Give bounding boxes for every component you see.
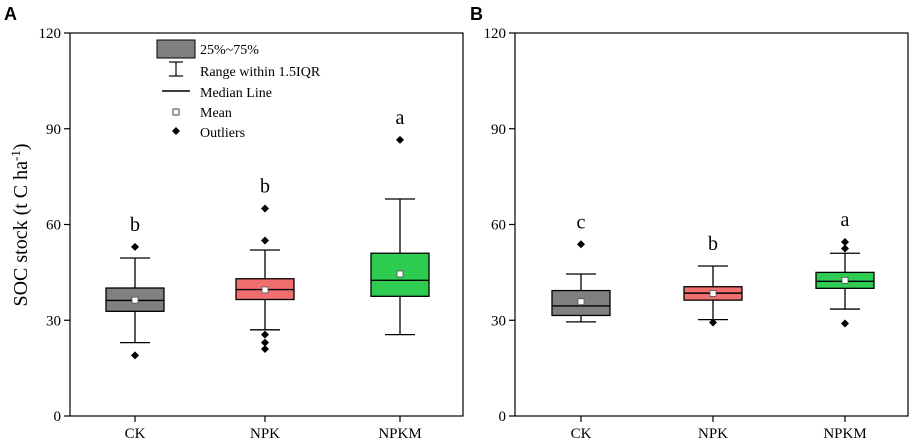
outlier-point bbox=[577, 240, 585, 249]
outlier-point bbox=[261, 338, 269, 347]
mean-marker bbox=[261, 286, 269, 294]
x-tick-label-npkm: NPKM bbox=[823, 426, 866, 441]
outlier-point bbox=[841, 244, 849, 253]
iqr-box bbox=[551, 289, 611, 317]
legend-entry-outliers: Outliers bbox=[200, 126, 245, 141]
x-tick-label-npk: NPK bbox=[250, 426, 280, 441]
outlier-point bbox=[841, 238, 849, 247]
outlier-point bbox=[261, 236, 269, 245]
legend-range-swatch bbox=[169, 61, 183, 77]
significance-letter: c bbox=[577, 211, 586, 233]
significance-letter: b bbox=[130, 214, 140, 236]
y-ticks-a: 0 30 60 90 120 bbox=[39, 26, 70, 425]
y-axis-label: SOC stock (t C ha-1) bbox=[8, 143, 33, 306]
y-tick-label: 0 bbox=[499, 409, 507, 425]
y-tick-label: 30 bbox=[46, 313, 61, 329]
box-ck: b bbox=[105, 214, 165, 360]
outlier-point bbox=[396, 135, 404, 144]
y-axis-label-end: ) bbox=[10, 143, 32, 150]
legend-entry-median: Median Line bbox=[200, 86, 272, 101]
significance-letter: b bbox=[260, 176, 270, 198]
outlier-point bbox=[261, 204, 269, 213]
y-axis-label-superscript: -1 bbox=[8, 150, 23, 161]
x-tick-label-npkm: NPKM bbox=[378, 426, 421, 441]
box-ck: c bbox=[551, 211, 611, 323]
y-tick-label: 30 bbox=[491, 313, 506, 329]
y-tick-label: 60 bbox=[491, 218, 506, 234]
mean-marker bbox=[709, 290, 717, 297]
box-npkm: a bbox=[370, 107, 430, 336]
legend-mean-swatch bbox=[172, 108, 180, 116]
boxes-a: b b a bbox=[105, 107, 430, 360]
y-tick-label: 90 bbox=[46, 122, 61, 138]
y-tick-label: 120 bbox=[484, 26, 507, 42]
y-ticks-b: 0 30 60 90 120 bbox=[484, 26, 515, 425]
y-tick-label: 60 bbox=[46, 218, 61, 234]
legend-outlier-swatch bbox=[172, 127, 180, 135]
y-axis-label-main: SOC stock (t C ha bbox=[10, 161, 32, 307]
panel-a: A SOC stock (t C ha-1) 0 30 60 90 120 CK NPK N… bbox=[4, 4, 464, 441]
x-ticks-b: CK NPK NPKM bbox=[571, 416, 867, 441]
outlier-point bbox=[261, 330, 269, 339]
legend-entry-range: Range within 1.5IQR bbox=[200, 65, 321, 80]
boxes-b: c b a bbox=[551, 209, 875, 328]
y-tick-label: 0 bbox=[54, 409, 62, 425]
x-tick-label-ck: CK bbox=[125, 426, 146, 441]
outlier-point bbox=[841, 319, 849, 328]
mean-marker bbox=[396, 270, 404, 278]
box-npk: b bbox=[235, 176, 295, 353]
legend: 25%~75% Range within 1.5IQR Median Line … bbox=[156, 39, 321, 141]
panel-b-label: B bbox=[470, 4, 483, 24]
panel-b: B 0 30 60 90 120 CK NPK NPKM c b a bbox=[470, 4, 909, 441]
significance-letter: b bbox=[708, 233, 718, 255]
legend-entry-iqr: 25%~75% bbox=[200, 43, 259, 58]
outlier-point bbox=[131, 242, 139, 251]
mean-marker bbox=[131, 296, 139, 304]
mean-marker bbox=[841, 276, 849, 284]
mean-marker bbox=[577, 298, 585, 306]
x-tick-label-npk: NPK bbox=[698, 426, 728, 441]
legend-entry-mean: Mean bbox=[200, 106, 232, 121]
panel-a-label: A bbox=[4, 4, 17, 24]
box-npkm: a bbox=[815, 209, 875, 328]
significance-letter: a bbox=[841, 209, 850, 231]
outlier-point bbox=[709, 318, 717, 327]
x-ticks-a: CK NPK NPKM bbox=[125, 416, 422, 441]
y-tick-label: 120 bbox=[39, 26, 62, 42]
outlier-point bbox=[261, 344, 269, 353]
legend-box-swatch bbox=[156, 39, 196, 59]
significance-letter: a bbox=[396, 107, 405, 129]
y-tick-label: 90 bbox=[491, 122, 506, 138]
box-npk: b bbox=[683, 233, 743, 327]
outlier-point bbox=[131, 351, 139, 360]
x-tick-label-ck: CK bbox=[571, 426, 592, 441]
